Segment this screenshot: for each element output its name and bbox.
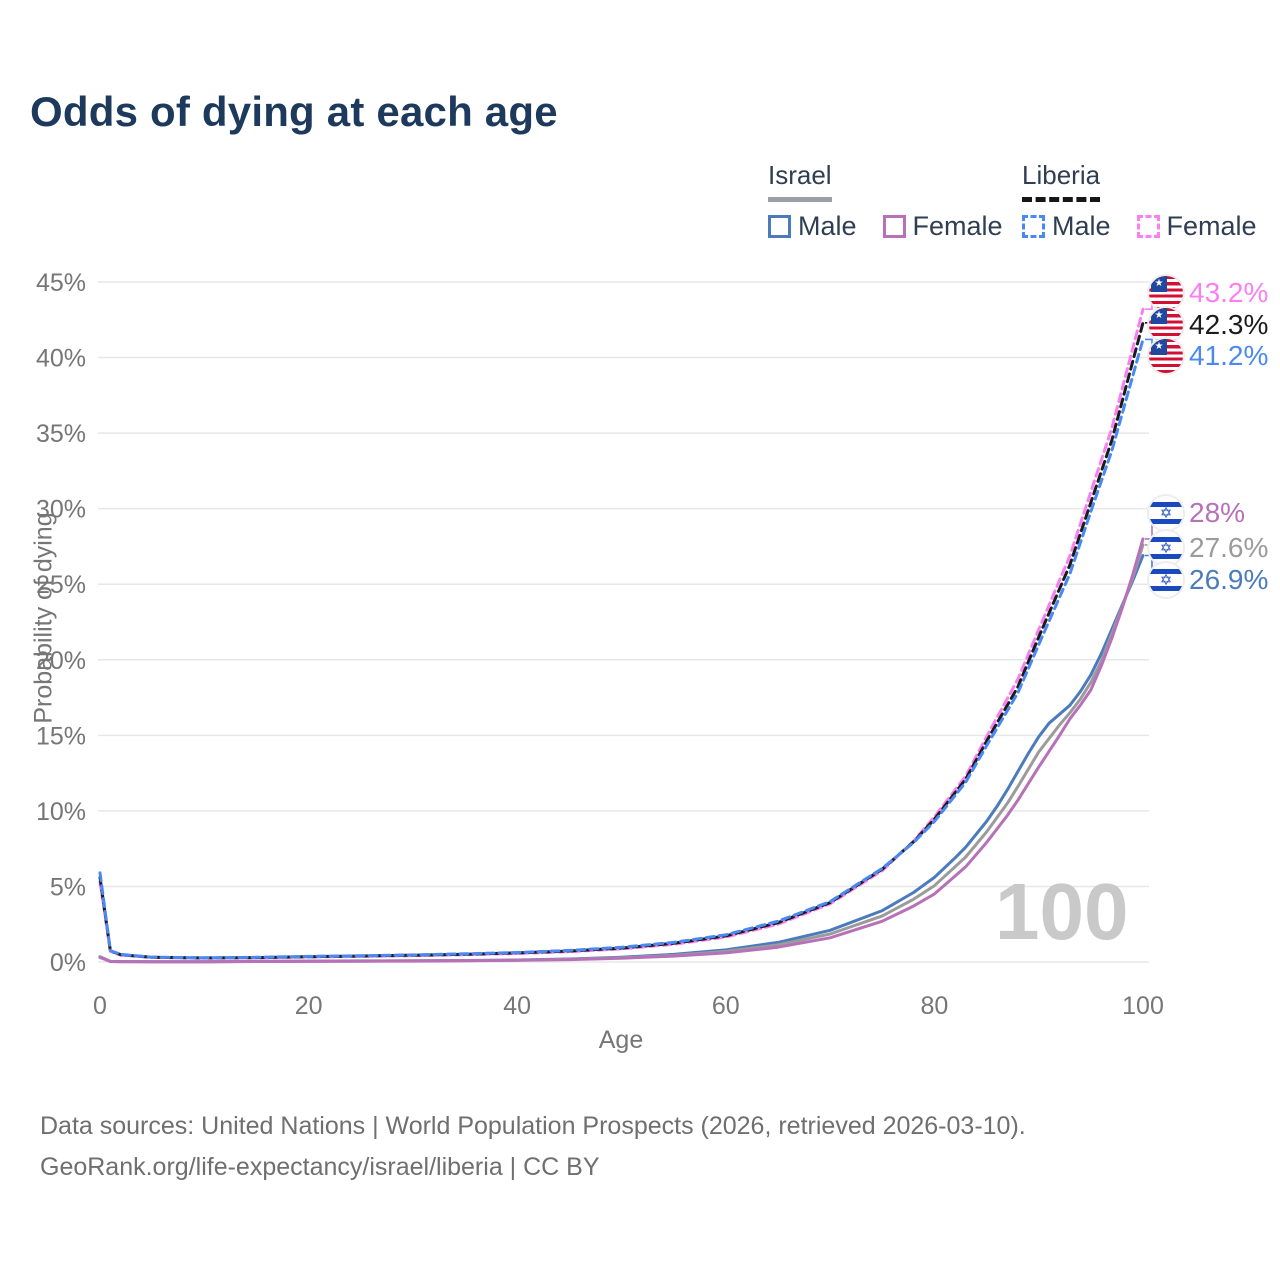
- y-tick-label: 25%: [36, 571, 86, 599]
- legend-group-israel: Israel Male Female: [768, 160, 1003, 242]
- legend-label: Female: [1166, 211, 1257, 241]
- series-line-liberia-male[interactable]: [98, 337, 1145, 960]
- legend-label: Male: [1052, 211, 1111, 241]
- series-line-liberia-total[interactable]: [98, 321, 1145, 960]
- israel-flag-icon: ✡: [1149, 563, 1183, 597]
- israel-flag-icon: ✡: [1149, 496, 1183, 530]
- footer-attribution: GeoRank.org/life-expectancy/israel/liber…: [40, 1153, 600, 1181]
- series-line-liberia-female[interactable]: [98, 307, 1145, 960]
- end-label-value: 41.2%: [1189, 340, 1269, 371]
- liberia-flag-icon: ★: [1149, 339, 1183, 373]
- y-axis-title: Probability of dying: [29, 512, 58, 724]
- legend-swatch-israel-male: [768, 215, 791, 238]
- end-label-israel-female: ✡ 28%: [1149, 496, 1245, 530]
- x-tick-label: 20: [295, 992, 323, 1020]
- series-line-israel-male[interactable]: [98, 554, 1145, 964]
- israel-flag-icon: ✡: [1149, 531, 1183, 565]
- x-tick-label: 60: [712, 992, 740, 1020]
- end-label-liberia-male: ★ 41.2%: [1149, 339, 1268, 373]
- end-label-israel-male: ✡ 26.9%: [1149, 563, 1268, 597]
- x-tick-label: 80: [920, 992, 948, 1020]
- x-tick-label: 40: [503, 992, 531, 1020]
- end-label-israel-total: ✡ 27.6%: [1149, 531, 1268, 565]
- end-label-liberia-female: ★ 43.2%: [1149, 276, 1268, 310]
- legend-item-liberia-female[interactable]: Female: [1136, 211, 1257, 242]
- legend-group-liberia: Liberia Male Female: [1022, 160, 1257, 242]
- end-label-value: 43.2%: [1189, 277, 1269, 308]
- legend-label: Male: [798, 211, 857, 241]
- series-line-israel-total[interactable]: [98, 543, 1145, 964]
- x-tick-label: 0: [93, 992, 107, 1020]
- legend-group-title-israel: Israel: [768, 160, 832, 202]
- liberia-flag-icon: ★: [1149, 308, 1183, 342]
- series-line-israel-female[interactable]: [98, 537, 1145, 964]
- legend-label: Female: [912, 211, 1003, 241]
- liberia-flag-icon: ★: [1149, 276, 1183, 310]
- y-tick-label: 20%: [36, 647, 86, 675]
- legend-item-liberia-male[interactable]: Male: [1022, 211, 1111, 242]
- end-label-liberia-total: ★ 42.3%: [1149, 308, 1268, 342]
- end-label-value: 27.6%: [1189, 532, 1269, 563]
- y-tick-label: 45%: [36, 269, 86, 297]
- end-label-value: 28%: [1189, 497, 1246, 528]
- footer-data-sources: Data sources: United Nations | World Pop…: [40, 1112, 1026, 1140]
- end-label-value: 26.9%: [1189, 564, 1269, 595]
- legend-swatch-liberia-male: [1022, 215, 1045, 238]
- y-tick-label: 15%: [36, 722, 86, 750]
- chart-title: Odds of dying at each age: [30, 88, 558, 135]
- age-watermark: 100: [995, 867, 1129, 956]
- y-tick-label: 35%: [36, 420, 86, 448]
- legend-item-israel-female[interactable]: Female: [882, 211, 1003, 242]
- x-axis-title: Age: [598, 1026, 644, 1054]
- legend-swatch-liberia-female: [1136, 215, 1160, 238]
- y-tick-label: 0%: [50, 949, 86, 977]
- x-tick-label: 100: [1122, 992, 1164, 1020]
- end-label-value: 42.3%: [1189, 309, 1269, 340]
- footer: Data sources: United Nations | World Pop…: [40, 1106, 1026, 1188]
- y-tick-label: 40%: [36, 345, 86, 373]
- legend-group-title-liberia: Liberia: [1022, 160, 1101, 202]
- legend-item-israel-male[interactable]: Male: [768, 211, 857, 242]
- legend-swatch-israel-female: [882, 215, 906, 238]
- y-tick-label: 5%: [50, 873, 86, 901]
- y-tick-label: 10%: [36, 798, 86, 826]
- y-tick-label: 30%: [36, 496, 86, 524]
